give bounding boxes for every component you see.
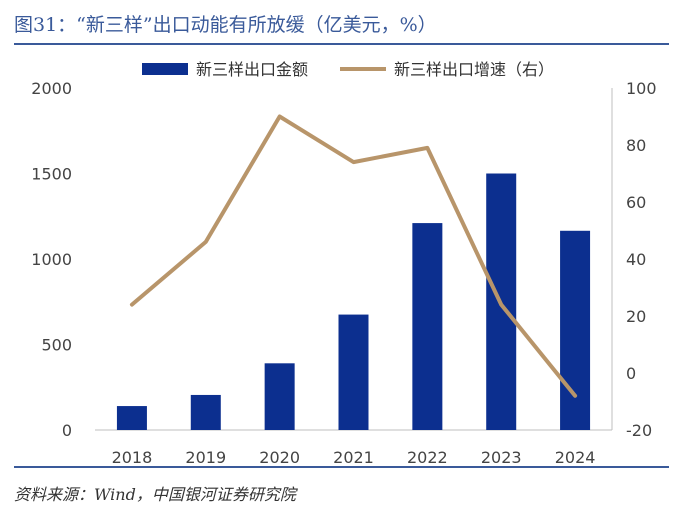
left-y-tick-label: 1000 [31, 250, 72, 269]
right-y-tick-label: 100 [626, 79, 657, 98]
x-tick-label: 2018 [112, 448, 153, 467]
legend: 新三样出口金额 新三样出口增速（右） [142, 60, 554, 79]
x-tick-label: 2022 [407, 448, 448, 467]
legend-label-line: 新三样出口增速（右） [394, 60, 554, 79]
legend-swatch-bar [142, 63, 188, 75]
x-tick-label: 2021 [333, 448, 374, 467]
chart-title: 图31：“新三样”出口动能有所放缓（亿美元，%） [14, 14, 437, 36]
line-series [129, 114, 578, 398]
left-y-tick-label: 1500 [31, 165, 72, 184]
bar [560, 230, 591, 430]
footer-divider [14, 466, 669, 468]
tick-labels: 0 500 1000 1500 2000 -20 0 20 40 60 80 100 2018 2019 2… [31, 79, 656, 467]
legend-label-bar: 新三样出口金额 [196, 60, 308, 79]
bar-series [116, 173, 591, 430]
bar [338, 314, 369, 430]
bar [116, 406, 147, 430]
right-y-tick-label: 80 [626, 136, 646, 155]
right-y-tick-label: -20 [626, 421, 652, 440]
right-y-tick-label: 40 [626, 250, 646, 269]
right-y-tick-label: 60 [626, 193, 646, 212]
right-y-tick-label: 20 [626, 307, 646, 326]
left-y-tick-label: 0 [62, 421, 72, 440]
x-tick-label: 2024 [555, 448, 596, 467]
title-divider [14, 43, 669, 45]
x-tick-label: 2019 [185, 448, 226, 467]
bar [412, 223, 443, 430]
source-note: 资料来源：Wind，中国银河证券研究院 [14, 485, 296, 504]
left-y-tick-label: 500 [41, 336, 72, 355]
bar [264, 363, 295, 430]
x-tick-label: 2020 [259, 448, 300, 467]
right-y-tick-label: 0 [626, 364, 636, 383]
left-y-tick-label: 2000 [31, 79, 72, 98]
bar [190, 394, 221, 430]
x-tick-label: 2023 [481, 448, 522, 467]
